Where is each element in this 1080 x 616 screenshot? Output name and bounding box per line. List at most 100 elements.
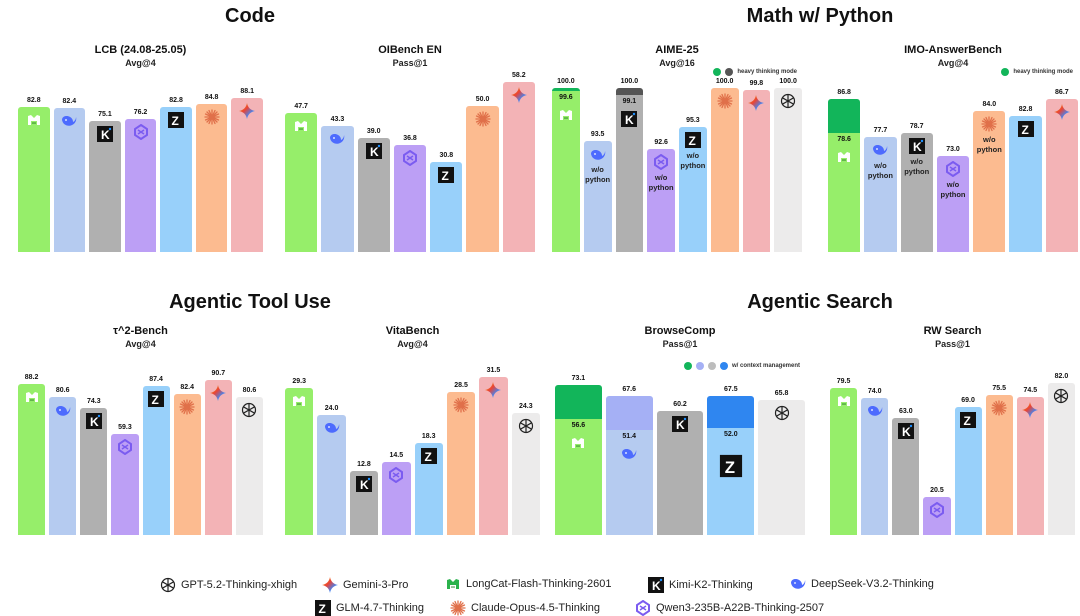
bar-deepseek-v3-2-thinking <box>49 397 77 535</box>
value-label: 24.0 <box>324 404 339 412</box>
panel-subtitle: Avg@4 <box>125 58 156 68</box>
bar-deepseek-v3-2-thinking <box>861 397 889 535</box>
legend-item-kimi: K Kimi-K2-Thinking <box>648 577 753 593</box>
section-title-math: Math w/ Python <box>746 5 894 27</box>
claude-icon <box>474 111 491 127</box>
note-label: w/o python <box>867 160 893 180</box>
value-label: 75.1 <box>98 110 112 118</box>
panel-title: RW Search <box>923 325 982 337</box>
longcat-icon <box>24 389 40 405</box>
value-label: 43.3 <box>330 115 345 123</box>
bar-longcat-flash-thinking-2601 <box>18 384 46 535</box>
longcat-icon <box>445 577 461 591</box>
panel-subtitle: Avg@4 <box>125 339 156 349</box>
claude-icon <box>453 397 469 413</box>
bar-glm-4-7-thinking <box>1009 115 1042 252</box>
svg-text:Z: Z <box>424 450 431 464</box>
legend-label: GLM-4.7-Thinking <box>336 602 425 614</box>
deepseek-icon <box>590 146 606 162</box>
kimi-icon: K <box>365 143 382 160</box>
glm-icon: Z <box>438 167 455 184</box>
deepseek-icon <box>324 420 340 436</box>
mini-legend-label: heavy thinking mode <box>1013 69 1073 75</box>
deepseek-icon <box>621 446 637 462</box>
mini-legend: w/ context management <box>683 362 800 370</box>
bar-gpt-5-2-thinking-xhigh <box>235 397 263 535</box>
svg-text:Z: Z <box>152 393 159 407</box>
bar-claude-opus-4-5-thinking <box>195 103 228 252</box>
bar-gpt-5-2-thinking-xhigh <box>758 399 805 535</box>
svg-text:K: K <box>902 425 911 439</box>
bar-longcat-flash-thinking-2601 <box>552 91 580 252</box>
bar-kimi-k2-thinking <box>80 408 108 535</box>
legend-item-gemini: Gemini-3-Pro <box>322 577 408 593</box>
value-label: 78.7 <box>909 122 924 130</box>
svg-text:Z: Z <box>442 169 449 183</box>
chart-panel-rw-search: RW Search Pass@1 79.5 74.0 63.0 K 20.5 69.0 Z 75.… <box>830 325 1075 535</box>
chart-panel-oibench-en: OIBench EN Pass@1 47.7 43.3 39.0 K 36.8 30.8 Z 50… <box>285 44 535 252</box>
legend-item-deepseek: DeepSeek-V3.2-Thinking <box>790 577 934 590</box>
value-label: 74.5 <box>1023 386 1038 394</box>
legend-item-claude: Claude-Opus-4.5-Thinking <box>450 600 600 616</box>
mini-legend: heavy thinking mode <box>1001 68 1073 76</box>
value-label: 79.5 <box>836 377 851 385</box>
chart-panel-aime-25: AIME-25 Avg@16 100.0 99.6 93.5 w/o python 100.0… <box>552 44 802 252</box>
value-label: 78.6 <box>837 136 851 144</box>
svg-text:K: K <box>652 579 661 593</box>
kimi-icon: K <box>355 475 372 492</box>
bar-deepseek-v3-2-thinking <box>605 429 653 535</box>
value-label: 82.0 <box>1054 373 1069 380</box>
panel-title: OIBench EN <box>378 44 442 56</box>
value-label: 30.8 <box>439 152 454 160</box>
value-label: 84.0 <box>982 100 997 108</box>
bar-qwen3-235b-a22b-thinking-2507 <box>124 118 157 252</box>
mini-legend: heavy thinking mode <box>713 68 797 76</box>
deepseek-icon <box>872 142 888 158</box>
panel-subtitle: Avg@4 <box>397 339 428 349</box>
value-label: 77.7 <box>873 126 888 134</box>
value-label: 100.0 <box>715 78 734 85</box>
value-label-top: 67.5 <box>723 386 738 394</box>
bar-deepseek-v3-2-thinking <box>317 414 346 535</box>
longcat-icon <box>836 393 852 409</box>
value-label: 28.5 <box>454 382 468 390</box>
legend-label: Gemini-3-Pro <box>343 579 409 591</box>
bar-gpt-5-2-thinking-xhigh <box>774 88 802 252</box>
value-label: 18.3 <box>421 433 436 441</box>
svg-text:Z: Z <box>688 134 695 148</box>
qwen-icon <box>929 502 945 518</box>
deepseek-icon <box>329 131 345 147</box>
svg-text:Z: Z <box>319 602 326 616</box>
bar-claude-opus-4-5-thinking <box>173 394 201 535</box>
chart-panel-browsecomp: BrowseComp Pass@1 73.1 56.6 67.6 51.4 60.2 K 67.… <box>555 325 805 535</box>
deepseek-icon <box>61 113 77 129</box>
value-label: 12.8 <box>357 460 371 468</box>
value-label: 20.5 <box>930 487 944 494</box>
value-label: 65.8 <box>774 389 789 397</box>
qwen-icon <box>635 600 651 616</box>
panel-title: AIME-25 <box>655 44 699 56</box>
value-label: 76.2 <box>133 108 148 116</box>
value-label: 99.6 <box>559 94 573 102</box>
value-label-top: 86.8 <box>837 89 851 96</box>
kimi-icon: K <box>96 125 113 142</box>
bar-deepseek-v3-2-thinking <box>864 136 897 252</box>
bar-longcat-flash-thinking-2601 <box>285 388 314 535</box>
value-label-top: 100.0 <box>557 78 575 85</box>
bar-gemini-3-pro <box>1045 99 1078 252</box>
deepseek-icon <box>790 577 806 590</box>
longcat-icon <box>836 149 852 165</box>
note-label: w/o python <box>904 156 930 176</box>
svg-text:K: K <box>101 128 110 142</box>
legend-item-glm: Z GLM-4.7-Thinking <box>315 600 424 616</box>
value-label: 56.6 <box>571 421 586 429</box>
bar-qwen3-235b-a22b-thinking-2507 <box>111 433 139 535</box>
chart-panel-imo-answerbench: IMO-AnswerBench Avg@4 86.8 78.6 77.7 w/o pytho… <box>828 44 1078 252</box>
bar-qwen3-235b-a22b-thinking-2507 <box>647 148 675 252</box>
svg-text:Z: Z <box>1021 123 1028 137</box>
panel-title: IMO-AnswerBench <box>904 44 1002 56</box>
gemini-icon <box>485 382 502 398</box>
legend-dot <box>707 362 716 370</box>
glm-icon: Z <box>960 412 977 429</box>
claude-icon <box>981 115 997 132</box>
